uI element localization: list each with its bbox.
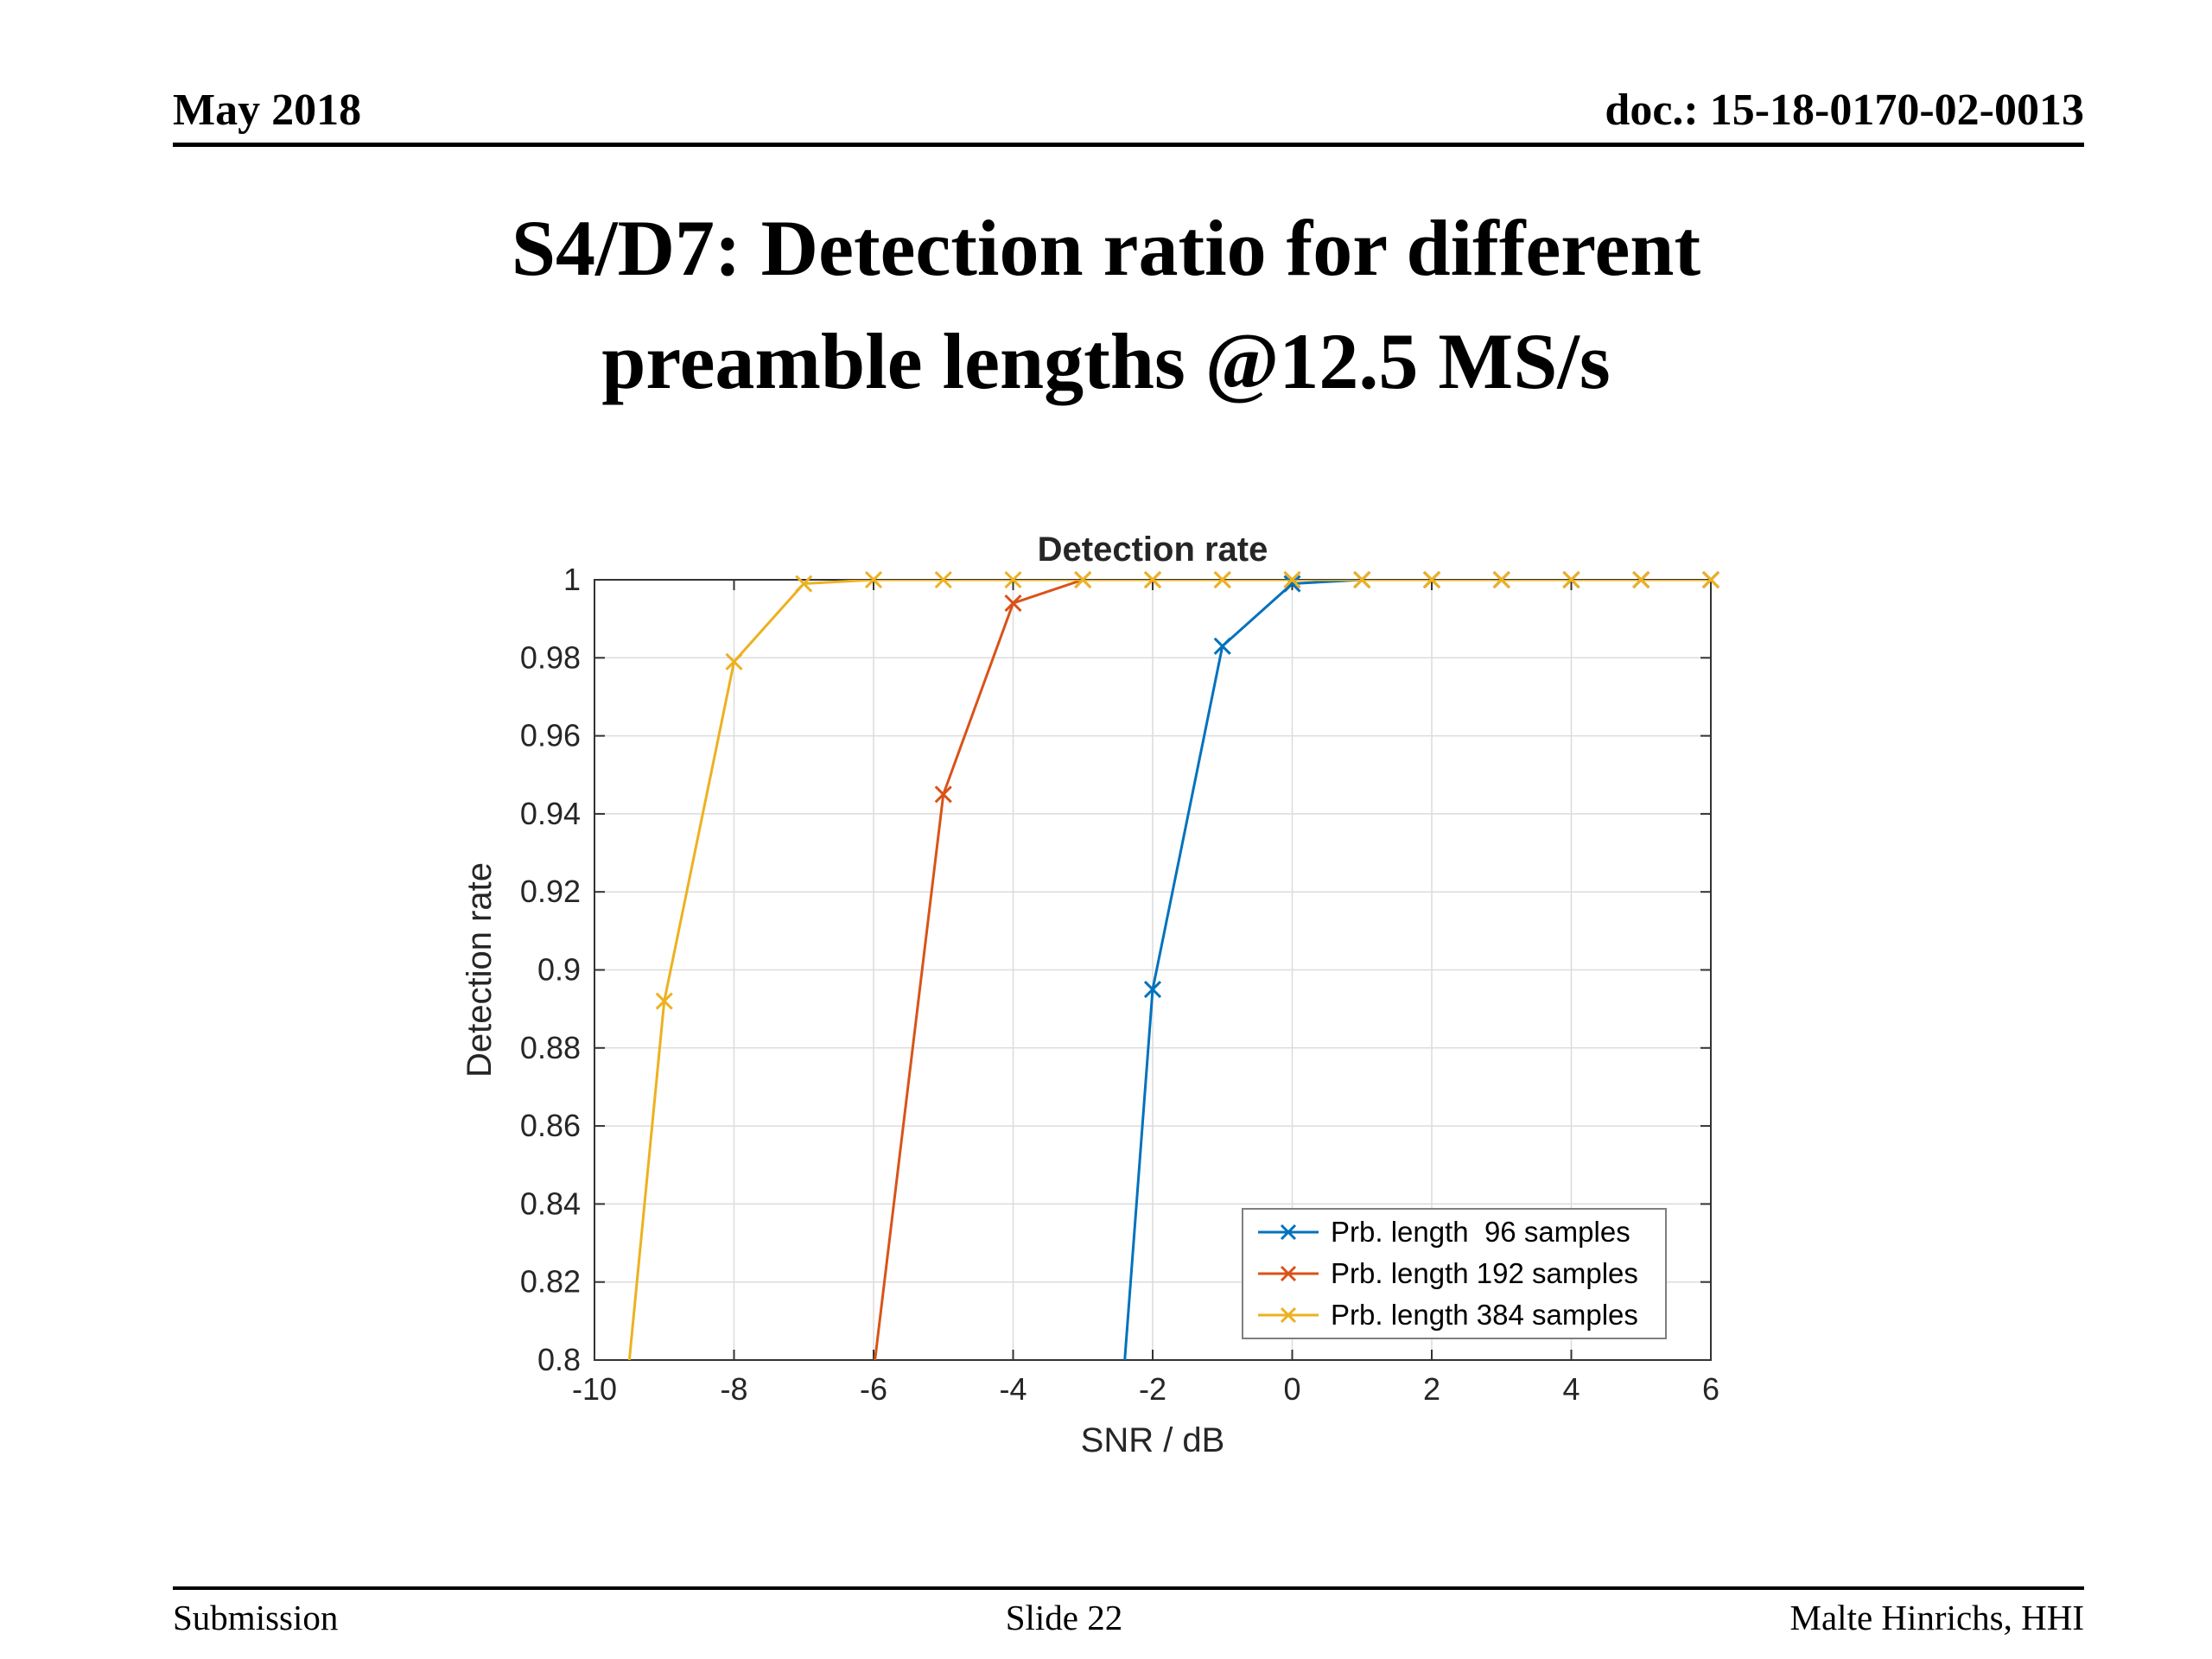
- svg-text:-2: -2: [1139, 1371, 1166, 1407]
- svg-text:-10: -10: [572, 1371, 617, 1407]
- svg-text:1: 1: [563, 562, 581, 597]
- svg-text:0.84: 0.84: [520, 1185, 581, 1221]
- svg-text:Prb. length 192 samples: Prb. length 192 samples: [1331, 1257, 1638, 1289]
- svg-text:0.94: 0.94: [520, 796, 581, 831]
- svg-text:0.88: 0.88: [520, 1030, 581, 1065]
- header-date: May 2018: [173, 86, 362, 135]
- slide-title-line2: preamble lengths @12.5 MS/s: [601, 316, 1611, 405]
- svg-text:SNR / dB: SNR / dB: [1081, 1421, 1225, 1459]
- footer-author: Malte Hinrichs, HHI: [1789, 1598, 2084, 1637]
- svg-text:Detection rate: Detection rate: [1038, 531, 1268, 569]
- slide-title: S4/D7: Detection ratio for different pre…: [0, 192, 2212, 417]
- svg-text:0.98: 0.98: [520, 639, 581, 675]
- footer-slide-number: Slide 22: [1005, 1598, 1123, 1637]
- svg-text:0.96: 0.96: [520, 718, 581, 753]
- svg-text:4: 4: [1562, 1371, 1580, 1407]
- svg-text:-4: -4: [999, 1371, 1027, 1407]
- header-doc-number: doc.: 15-18-0170-02-0013: [1605, 86, 2084, 135]
- svg-text:Prb. length 384 samples: Prb. length 384 samples: [1331, 1299, 1638, 1331]
- svg-text:0.8: 0.8: [537, 1342, 581, 1377]
- slide-title-line1: S4/D7: Detection ratio for different: [511, 204, 1701, 292]
- svg-text:2: 2: [1423, 1371, 1440, 1407]
- svg-text:0.82: 0.82: [520, 1264, 581, 1300]
- svg-text:-8: -8: [720, 1371, 747, 1407]
- svg-text:Detection rate: Detection rate: [461, 862, 499, 1077]
- slide-footer: Submission Slide 22 Malte Hinrichs, HHI: [173, 1586, 2084, 1638]
- slide-header: May 2018 doc.: 15-18-0170-02-0013: [173, 85, 2084, 147]
- svg-text:0: 0: [1283, 1371, 1300, 1407]
- detection-rate-chart: -10 -8 -6 -4 -2 0 2 4 6 0.8 0.82 0.84 0.86 0.88 0.9 0.9…: [461, 531, 1720, 1459]
- svg-text:-6: -6: [860, 1371, 887, 1407]
- svg-text:0.92: 0.92: [520, 874, 581, 909]
- svg-text:0.86: 0.86: [520, 1108, 581, 1143]
- footer-submission: Submission: [173, 1598, 339, 1637]
- svg-text:Prb. length 96 samples: Prb. length 96 samples: [1331, 1216, 1630, 1248]
- svg-text:6: 6: [1702, 1371, 1719, 1407]
- svg-text:0.9: 0.9: [537, 952, 581, 988]
